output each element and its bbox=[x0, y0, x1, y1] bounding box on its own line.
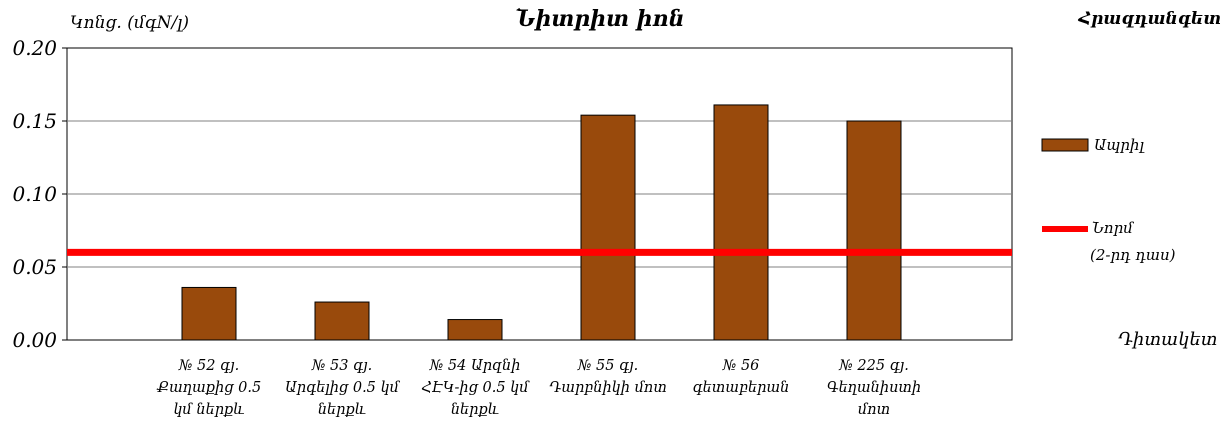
y-tick-label: 0.00 bbox=[12, 328, 57, 352]
y-tick-label: 0.05 bbox=[12, 255, 57, 279]
y-tick-labels: 0.00 0.05 0.10 0.15 0.20 bbox=[12, 36, 57, 352]
y-tick-label: 0.10 bbox=[12, 182, 57, 206]
bar bbox=[713, 104, 769, 341]
x-tick-label: № 55 գյ. Դարբնիկի մոտ bbox=[549, 358, 667, 396]
legend: Ապրիլ Նորմ (2-րդ դաս) bbox=[1041, 136, 1176, 264]
x-tick-label: № 52 գյ. Քաղաքից 0.5 կմ ներքև bbox=[156, 358, 261, 418]
chart-title: Նիտրիտ իոն bbox=[515, 6, 684, 32]
x-tick-labels: № 52 գյ. Քաղաքից 0.5 կմ ներքև № 53 գյ. Արգել… bbox=[156, 358, 921, 418]
bar bbox=[447, 319, 503, 341]
legend-label-norm: Նորմ bbox=[1092, 219, 1134, 237]
y-tick-label: 0.15 bbox=[12, 109, 57, 133]
legend-swatch-april bbox=[1041, 138, 1089, 152]
bars bbox=[181, 104, 902, 341]
legend-label-april: Ապրիլ bbox=[1094, 136, 1144, 154]
bar bbox=[181, 286, 237, 341]
x-tick-label: № 53 գյ. Արգելից 0.5 կմ ներքև bbox=[285, 358, 401, 418]
x-tick-label: № 225 գյ. Գեղանիստի մոտ bbox=[827, 358, 921, 418]
y-axis-label: Կոնց. (մգN/լ) bbox=[70, 13, 189, 33]
bar bbox=[314, 301, 370, 341]
legend-title: Հրազդանգետ bbox=[1078, 9, 1221, 29]
x-axis-label: Դիտակետ bbox=[1118, 329, 1217, 350]
bar bbox=[580, 114, 636, 341]
bar bbox=[846, 120, 902, 341]
x-tick-label: № 56 գետաբերան bbox=[693, 358, 790, 396]
legend-note-norm: (2-րդ դաս) bbox=[1090, 246, 1176, 264]
y-tick-label: 0.20 bbox=[12, 36, 57, 60]
x-tick-label: № 54 Արզնի ՀԷԿ-ից 0.5 կմ ներքև bbox=[421, 358, 530, 418]
